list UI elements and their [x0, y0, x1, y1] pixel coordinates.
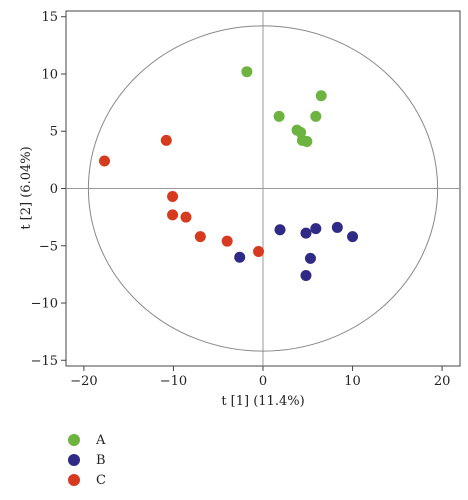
y-tick-label: −5	[39, 239, 58, 254]
legend-label-b: B	[96, 452, 106, 468]
y-tick-label: 15	[41, 10, 58, 25]
x-axis-ticks: −20 −10 0 10 20	[70, 366, 450, 389]
data-point-b	[347, 231, 359, 243]
data-point-c	[160, 134, 172, 146]
x-axis-title: t [1] (11.4%)	[221, 394, 304, 409]
data-point-c	[194, 231, 206, 243]
confidence-ellipse	[87, 25, 439, 352]
data-point-b	[310, 223, 322, 235]
data-points	[99, 66, 359, 282]
data-point-b	[274, 224, 286, 236]
data-point-b	[234, 251, 246, 263]
data-point-c	[99, 155, 111, 167]
x-tick-label: 0	[259, 374, 267, 389]
legend: A B C	[68, 430, 106, 490]
legend-item-b: B	[68, 450, 106, 470]
y-axis-ticks: 15 10 5 0 −5 −10 −15	[31, 10, 66, 369]
scatter-plot: −20 −10 0 10 20 15 10 5 0 −5 −10 −15 t [1] (11.4%)…	[19, 10, 461, 409]
data-point-c	[167, 209, 179, 221]
y-tick-label: 10	[41, 67, 58, 82]
data-point-a	[301, 136, 313, 148]
y-tick-label: −15	[31, 354, 58, 369]
legend-item-c: C	[68, 470, 106, 490]
legend-label-a: A	[96, 432, 106, 448]
data-point-c	[180, 211, 192, 223]
data-point-b	[304, 252, 316, 264]
data-point-c	[221, 235, 233, 247]
legend-marker-b	[68, 454, 80, 466]
x-tick-label: −10	[160, 374, 187, 389]
y-tick-label: 5	[50, 125, 58, 140]
data-point-a	[241, 66, 253, 78]
data-point-b	[300, 270, 312, 282]
legend-item-a: A	[68, 430, 106, 450]
data-point-b	[331, 221, 343, 233]
data-point-a	[273, 110, 285, 122]
y-tick-label: 0	[50, 182, 58, 197]
y-axis-title: t [2] (6.04%)	[19, 146, 34, 229]
y-tick-label: −10	[31, 297, 58, 312]
data-point-a	[315, 90, 327, 102]
legend-marker-a	[68, 434, 80, 446]
data-point-a	[310, 110, 322, 122]
data-point-b	[300, 227, 312, 239]
data-point-c	[253, 245, 265, 257]
legend-label-c: C	[96, 472, 106, 488]
legend-marker-c	[68, 474, 80, 486]
reference-lines	[66, 11, 460, 366]
data-point-c	[167, 191, 179, 203]
x-tick-label: 10	[344, 374, 361, 389]
x-tick-label: −20	[70, 374, 97, 389]
x-tick-label: 20	[434, 374, 451, 389]
